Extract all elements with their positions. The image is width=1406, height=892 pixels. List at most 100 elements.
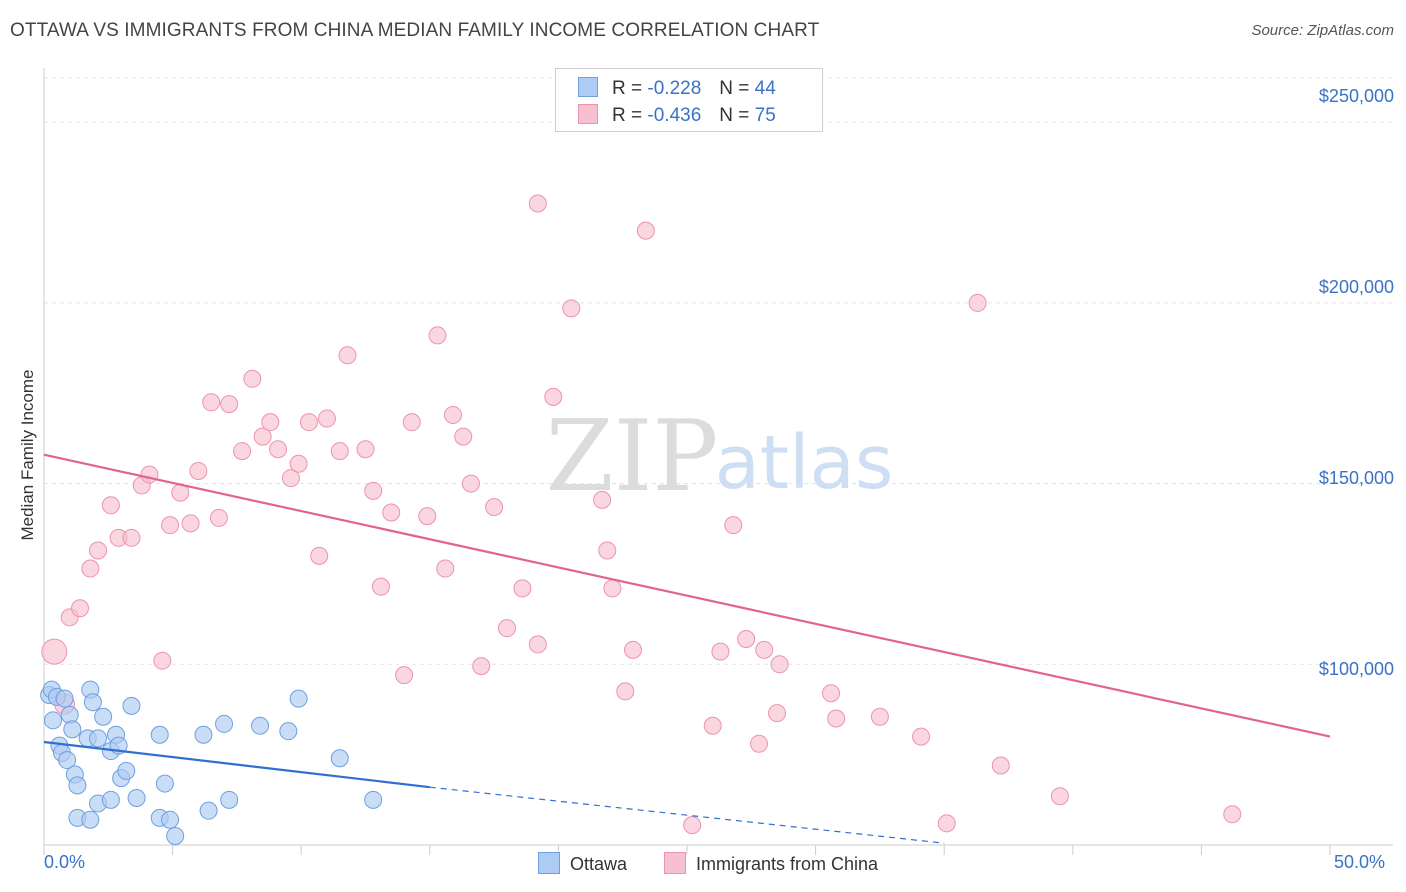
china-point	[243, 369, 262, 388]
x-tick-label-max: 50.0%	[1334, 852, 1386, 872]
chart-title: OTTAWA VS IMMIGRANTS FROM CHINA MEDIAN F…	[10, 20, 820, 41]
china-point	[41, 638, 68, 665]
china-point	[330, 442, 349, 461]
watermark: ZIP atlas	[546, 400, 894, 514]
china-point	[562, 299, 581, 318]
legend-swatch-ottawa	[578, 77, 598, 97]
ottawa-trend-line	[43, 740, 430, 789]
china-point	[528, 194, 547, 213]
china-point	[616, 682, 635, 701]
china-point	[253, 427, 272, 446]
china-point	[711, 642, 730, 661]
y-tick-label: $150,000	[1318, 468, 1394, 488]
china-point	[636, 221, 655, 240]
china-point	[428, 326, 447, 345]
legend-n-value: 75	[754, 105, 776, 126]
china-point	[603, 579, 622, 598]
china-point	[513, 579, 532, 598]
ottawa-point	[117, 761, 136, 780]
legend-row-china: R = -0.436 N = 75	[578, 104, 776, 128]
china-point	[317, 409, 336, 428]
legend-r-value: -0.228	[647, 78, 702, 99]
ottawa-point	[161, 810, 180, 829]
bottom-legend-china[interactable]: Immigrants from China	[664, 852, 878, 875]
legend-row-ottawa: R = -0.228 N = 44	[578, 77, 776, 101]
china-point	[220, 395, 239, 414]
china-point	[261, 413, 280, 432]
china-point	[485, 498, 504, 517]
legend-swatch-china	[578, 104, 598, 124]
trend-lines	[43, 453, 1331, 844]
china-point	[338, 346, 357, 365]
ottawa-point	[89, 729, 108, 748]
ottawa-trend-extension	[429, 786, 945, 844]
axes	[43, 68, 1393, 855]
china-point	[703, 716, 722, 735]
china-point	[755, 640, 774, 659]
ottawa-point	[58, 751, 77, 770]
china-point	[827, 709, 846, 728]
legend-n-label: N =	[719, 105, 750, 126]
bottom-legend-swatch-ottawa	[538, 852, 560, 874]
ottawa-point	[220, 790, 239, 809]
china-point	[233, 442, 252, 461]
x-tick-label-min: 0.0%	[44, 852, 86, 872]
legend-n-label: N =	[719, 78, 750, 99]
china-point	[870, 707, 889, 726]
watermark-zip: ZIP	[546, 400, 719, 514]
china-point	[181, 514, 200, 533]
ottawa-point	[83, 693, 102, 712]
ottawa-point	[364, 790, 383, 809]
china-point	[822, 684, 841, 703]
china-point	[497, 619, 516, 638]
china-point	[140, 465, 159, 484]
china-point	[289, 454, 308, 473]
china-point	[968, 293, 987, 312]
ottawa-point	[101, 790, 120, 809]
ottawa-point	[194, 725, 213, 744]
legend-r-label: R =	[612, 78, 643, 99]
ottawa-point	[122, 696, 141, 715]
bottom-legend-swatch-china	[664, 852, 686, 874]
china-point	[356, 440, 375, 459]
china-point	[161, 516, 180, 535]
china-point	[598, 541, 617, 560]
bottom-legend-ottawa[interactable]: Ottawa	[538, 852, 627, 875]
china-point	[101, 496, 120, 515]
ottawa-point	[81, 810, 100, 829]
china-point	[299, 413, 318, 432]
ottawa-point	[150, 725, 169, 744]
ottawa-point	[127, 789, 146, 808]
ottawa-point	[330, 749, 349, 768]
china-point	[418, 507, 437, 526]
china-point	[472, 657, 491, 676]
china-point	[269, 440, 288, 459]
ottawa-point	[215, 714, 234, 733]
china-point	[81, 559, 100, 578]
y-tick-label: $100,000	[1318, 659, 1394, 679]
china-point	[153, 651, 172, 670]
china-points	[41, 194, 1242, 835]
china-point	[1223, 805, 1242, 824]
china-point	[436, 559, 455, 578]
legend: R = -0.228 N = 44 R = -0.436 N = 75	[555, 68, 823, 132]
china-point	[281, 469, 300, 488]
ottawa-point	[44, 711, 63, 730]
china-point	[937, 814, 956, 833]
bottom-legend-label-china: Immigrants from China	[696, 854, 879, 874]
china-point	[528, 635, 547, 654]
china-point	[371, 577, 390, 596]
watermark-atlas: atlas	[715, 420, 894, 506]
china-point	[724, 516, 743, 535]
china-point	[395, 666, 414, 685]
china-point	[310, 546, 329, 565]
china-point	[750, 734, 769, 753]
china-point	[71, 599, 90, 618]
ottawa-point	[94, 707, 113, 726]
china-point	[89, 541, 108, 560]
china-point	[768, 704, 787, 723]
china-point	[544, 387, 563, 406]
ottawa-point	[199, 801, 218, 820]
china-point	[737, 630, 756, 649]
